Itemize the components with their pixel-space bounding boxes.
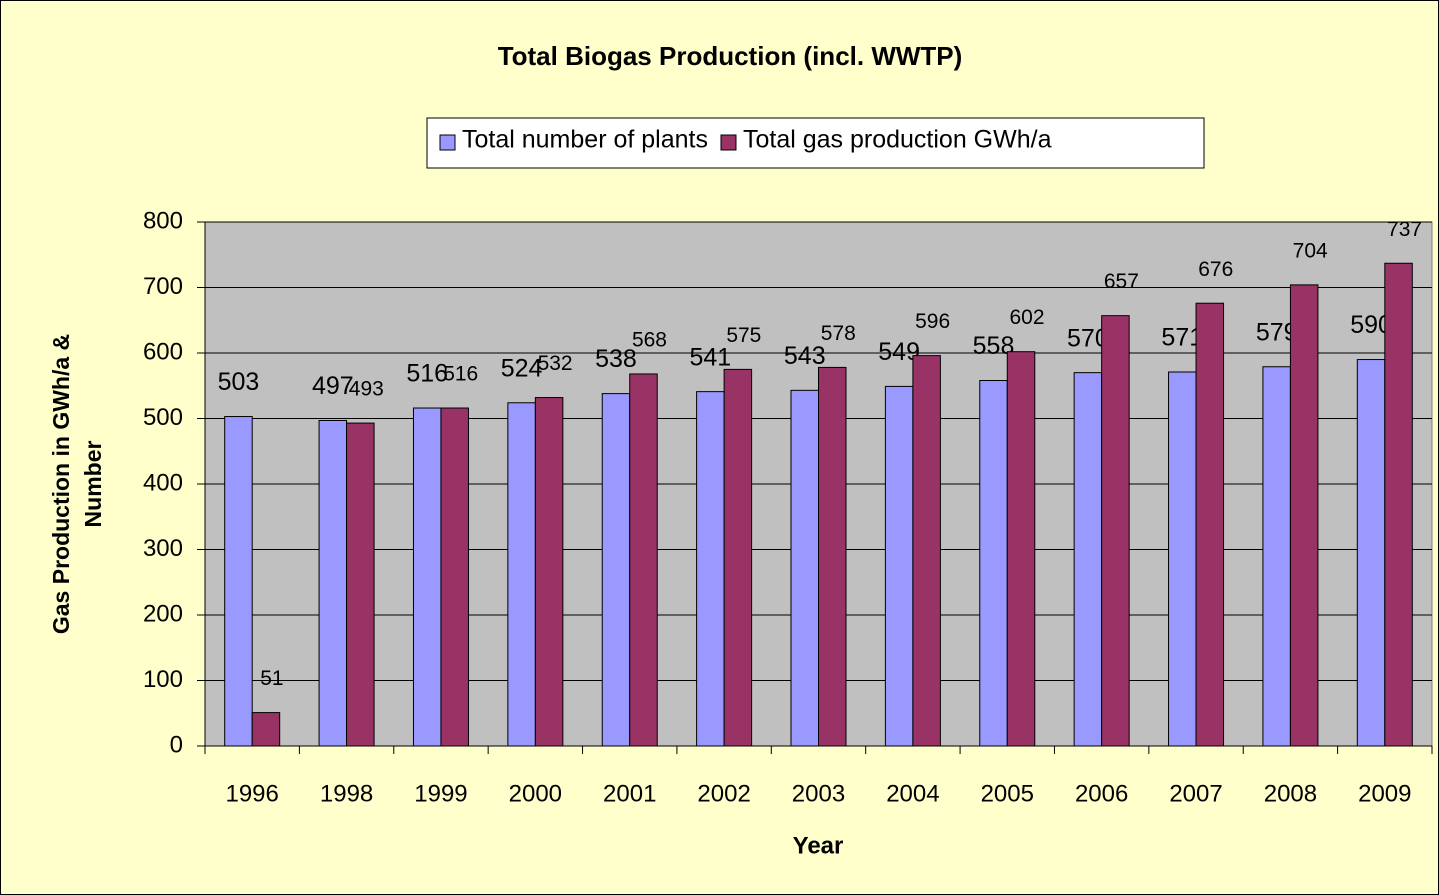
x-tick-label: 2004	[886, 780, 939, 807]
x-tick-label: 2003	[792, 780, 845, 807]
bar	[979, 380, 1008, 747]
bar	[251, 712, 281, 747]
bar	[790, 389, 819, 747]
data-label: 516	[406, 360, 448, 388]
legend-label: Total number of plants	[462, 126, 708, 154]
y-tick-label: 400	[143, 469, 183, 496]
y-axis-title: Number	[80, 441, 106, 528]
y-tick-label: 600	[143, 338, 183, 365]
data-label: 503	[218, 368, 260, 396]
chart-title: Total Biogas Production (incl. WWTP)	[498, 41, 963, 71]
data-label: 578	[821, 322, 856, 345]
bar	[912, 355, 941, 747]
data-label: 676	[1198, 258, 1233, 281]
y-tick-label: 100	[143, 666, 183, 693]
data-label: 596	[915, 310, 950, 333]
bar	[1356, 359, 1386, 747]
y-tick-label: 700	[143, 273, 183, 300]
legend-label: Total gas production GWh/a	[743, 126, 1052, 154]
x-tick-label: 2008	[1264, 780, 1317, 807]
bar	[1006, 351, 1036, 747]
data-label: 737	[1387, 218, 1422, 241]
x-tick-label: 1996	[225, 780, 278, 807]
data-label: 602	[1009, 306, 1044, 329]
bar	[1101, 315, 1130, 747]
data-label: 575	[726, 324, 761, 347]
bar	[534, 397, 564, 747]
x-tick-label: 2005	[981, 780, 1034, 807]
x-tick-label: 2002	[697, 780, 750, 807]
x-tick-label: 2009	[1358, 780, 1411, 807]
bar	[601, 393, 631, 747]
bar	[507, 402, 536, 747]
bar	[1195, 302, 1225, 747]
bar	[440, 407, 469, 747]
y-axis-title: Gas Production in GWh/a &	[48, 334, 74, 634]
bar	[884, 385, 914, 747]
data-label: 51	[260, 667, 283, 690]
x-tick-label: 2001	[603, 780, 656, 807]
bar	[723, 368, 753, 747]
x-tick-label: 1998	[320, 780, 373, 807]
bar	[1073, 372, 1103, 747]
x-tick-label: 2007	[1169, 780, 1222, 807]
data-label: 568	[632, 329, 667, 352]
bar	[1289, 284, 1319, 747]
bar	[818, 366, 847, 747]
legend-swatch	[720, 134, 737, 151]
bar	[696, 391, 725, 747]
y-tick-label: 0	[170, 731, 183, 758]
data-label: 493	[349, 378, 384, 401]
y-tick-label: 200	[143, 600, 183, 627]
y-tick-label: 500	[143, 404, 183, 431]
legend-swatch	[439, 134, 456, 151]
data-label: 516	[443, 363, 478, 386]
data-label: 532	[538, 352, 573, 375]
bar	[1384, 262, 1413, 747]
data-label: 524	[501, 354, 543, 382]
bar	[412, 407, 442, 747]
data-label: 541	[690, 343, 732, 371]
bar	[1168, 371, 1197, 747]
bar	[224, 416, 253, 747]
x-tick-label: 2006	[1075, 780, 1128, 807]
data-label: 538	[595, 345, 637, 373]
legend	[426, 117, 1205, 169]
x-tick-label: 2000	[509, 780, 562, 807]
bar	[346, 422, 375, 747]
data-label: 497	[312, 372, 354, 400]
x-axis-title: Year	[793, 832, 844, 859]
y-tick-label: 800	[143, 207, 183, 234]
data-label: 704	[1293, 239, 1328, 262]
bar	[318, 419, 348, 747]
data-label: 543	[784, 342, 826, 370]
bar	[1262, 366, 1291, 747]
y-tick-label: 300	[143, 535, 183, 562]
x-tick-label: 1999	[414, 780, 467, 807]
bar	[629, 373, 658, 747]
data-label: 657	[1104, 270, 1139, 293]
